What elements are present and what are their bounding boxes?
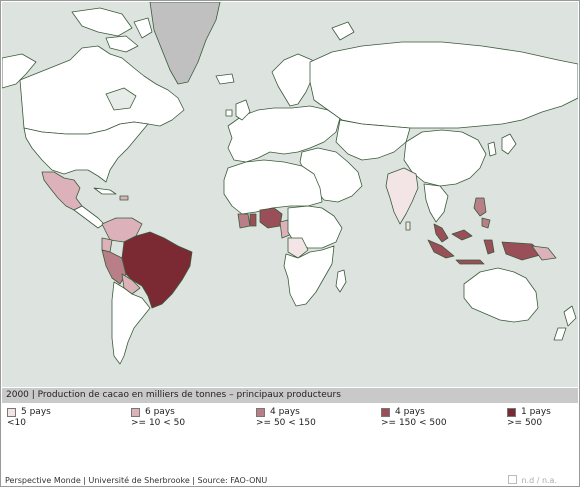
arctic-islands[interactable] — [71, 7, 153, 53]
uk-ireland[interactable] — [225, 99, 251, 121]
central-asia[interactable] — [335, 119, 411, 161]
scandinavia[interactable] — [271, 53, 315, 107]
ecuador[interactable] — [101, 237, 113, 253]
legend-count: 6 pays — [145, 407, 175, 417]
cuba[interactable] — [93, 187, 117, 195]
nd-label: n.d / n.a. — [521, 476, 557, 485]
brazil[interactable] — [121, 231, 193, 309]
greenland[interactable] — [149, 2, 221, 85]
nd-swatch — [508, 475, 518, 484]
legend-range: <10 — [7, 418, 26, 428]
bolivia[interactable] — [121, 273, 141, 295]
map-title: 2000 | Production de cacao en milliers d… — [2, 388, 578, 403]
legend-count: 5 pays — [21, 407, 51, 417]
iceland[interactable] — [215, 73, 235, 85]
legend-count: 1 pays — [521, 407, 551, 417]
madagascar[interactable] — [335, 269, 347, 293]
southern-africa[interactable] — [283, 245, 335, 307]
legend-swatch — [507, 408, 516, 417]
world-map-svg — [2, 2, 578, 387]
indochina[interactable] — [423, 183, 449, 223]
papua-new-guinea[interactable] — [531, 245, 557, 261]
indonesia[interactable] — [427, 239, 545, 265]
alaska[interactable] — [2, 53, 37, 89]
argentina-chile[interactable] — [111, 281, 151, 365]
legend-swatch — [256, 408, 265, 417]
sri-lanka[interactable] — [405, 221, 411, 231]
novaya-zemlya[interactable] — [331, 21, 355, 41]
korea-japan[interactable] — [487, 133, 517, 157]
world-map — [2, 2, 578, 387]
dominican-republic[interactable] — [119, 195, 129, 201]
nd-legend: n.d / n.a. — [508, 475, 557, 485]
legend-range: >= 150 < 500 — [381, 418, 447, 428]
ghana[interactable] — [249, 213, 257, 227]
legend-range: >= 50 < 150 — [256, 418, 316, 428]
nigeria[interactable] — [259, 207, 283, 229]
malaysia[interactable] — [433, 223, 473, 243]
philippines[interactable] — [473, 197, 491, 229]
legend-swatch — [381, 408, 390, 417]
usa[interactable] — [23, 121, 149, 183]
congo[interactable] — [287, 237, 309, 259]
legend-swatch — [7, 408, 16, 417]
legend-swatch — [131, 408, 140, 417]
legend-count: 4 pays — [270, 407, 300, 417]
source-footer: Perspective Monde | Université de Sherbr… — [5, 476, 268, 485]
legend-range: >= 500 — [507, 418, 543, 428]
legend-count: 4 pays — [395, 407, 425, 417]
legend-range: >= 10 < 50 — [131, 418, 186, 428]
australia[interactable] — [463, 267, 539, 323]
india[interactable] — [385, 167, 419, 225]
cote-d-ivoire[interactable] — [237, 213, 251, 229]
new-zealand[interactable] — [553, 305, 577, 341]
europe[interactable] — [227, 105, 341, 163]
hudson-bay — [105, 87, 137, 111]
